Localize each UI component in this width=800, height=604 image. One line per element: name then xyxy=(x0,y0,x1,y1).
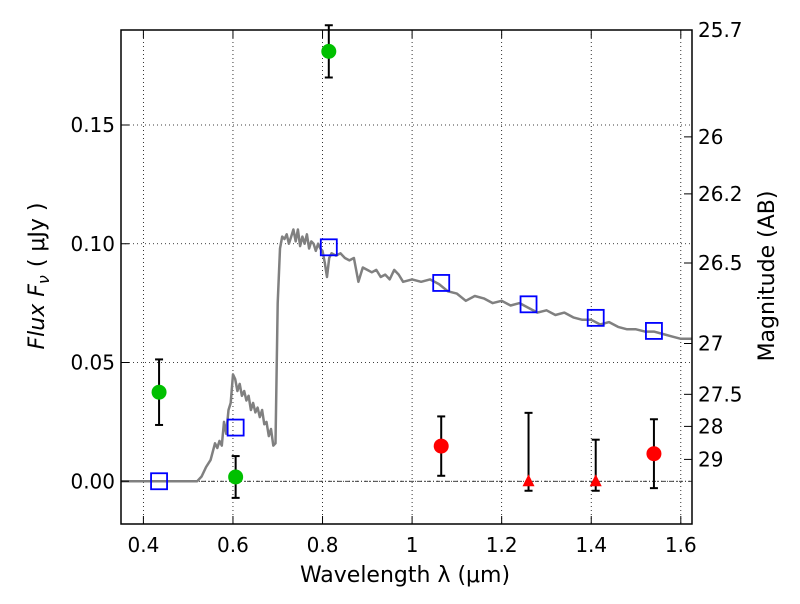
model-sed-curve xyxy=(121,228,692,483)
magnitude-axis-label: Magnitude (AB) xyxy=(755,191,780,362)
magnitude-tick-label: 26.2 xyxy=(698,182,743,206)
data-markers xyxy=(150,24,663,499)
plot-frame xyxy=(120,29,693,525)
y-axis-label-subscript: ν xyxy=(34,275,53,284)
tick-marks xyxy=(121,29,692,524)
tick-labels: 0.4 0.6 0.8 1 1.2 1.4 1.6 0.00 0.05 0.10 0.15 25.7 2… xyxy=(70,18,742,557)
magnitude-tick-label: 26 xyxy=(698,125,723,149)
magnitude-tick-label: 26.5 xyxy=(698,251,743,275)
model-photometry-marker xyxy=(319,238,338,257)
green-flux-point xyxy=(228,469,244,485)
magnitude-tick-label: 29 xyxy=(698,447,723,471)
model-photometry-marker xyxy=(586,308,605,327)
grid-lines xyxy=(121,30,692,524)
y-axis-label-unit: ( μJy ) xyxy=(25,203,50,268)
y-tick-label: 0.05 xyxy=(70,351,115,375)
model-sed-layer xyxy=(121,228,692,483)
red-flux-point xyxy=(433,438,449,454)
model-photometry-marker xyxy=(432,274,451,292)
x-axis-label: Wavelength λ (μm) xyxy=(300,563,510,588)
x-tick-label: 1 xyxy=(406,533,419,557)
red-upper-limit-marker xyxy=(589,474,602,487)
x-tick-label: 1.2 xyxy=(486,533,518,557)
x-tick-label: 1.6 xyxy=(665,533,697,557)
magnitude-tick-label: 27 xyxy=(698,332,723,356)
magnitude-tick-label: 25.7 xyxy=(698,18,743,42)
model-photometry-marker xyxy=(519,295,538,314)
green-flux-point xyxy=(321,43,337,59)
y-tick-label: 0.00 xyxy=(70,469,115,493)
magnitude-tick-label: 28 xyxy=(698,414,723,438)
model-photometry-marker xyxy=(150,472,168,491)
x-tick-label: 0.6 xyxy=(217,533,249,557)
magnitude-tick-label: 27.5 xyxy=(698,382,743,406)
y-axis-label-main: Flux F xyxy=(25,284,50,350)
y-tick-label: 0.15 xyxy=(70,113,115,137)
red-upper-limit-marker xyxy=(522,474,535,487)
x-tick-label: 1.4 xyxy=(575,533,607,557)
y-tick-label: 0.10 xyxy=(70,232,115,256)
x-tick-label: 0.4 xyxy=(127,533,159,557)
x-tick-label: 0.8 xyxy=(307,533,339,557)
model-photometry-marker xyxy=(226,418,245,437)
model-photometry-marker xyxy=(645,322,663,340)
green-flux-point xyxy=(151,384,167,400)
red-flux-point xyxy=(646,446,662,462)
y-axis-label: Flux Fν ( μJy ) xyxy=(25,203,53,350)
